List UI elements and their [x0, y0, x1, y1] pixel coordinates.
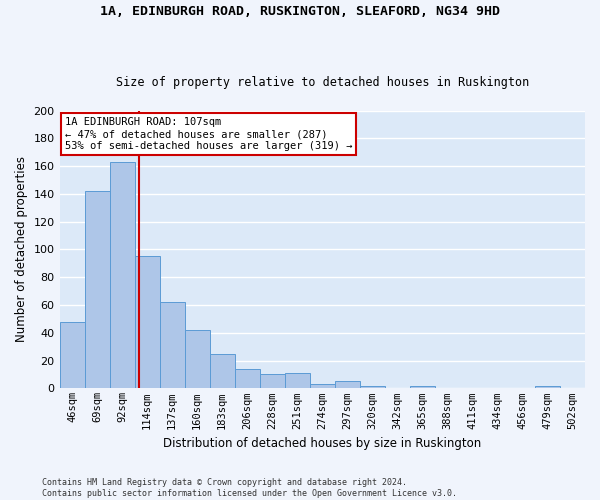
Bar — [185, 330, 209, 388]
Bar — [535, 386, 560, 388]
Bar — [134, 256, 160, 388]
Bar — [260, 374, 285, 388]
Bar — [285, 373, 310, 388]
X-axis label: Distribution of detached houses by size in Ruskington: Distribution of detached houses by size … — [163, 437, 481, 450]
Bar — [59, 322, 85, 388]
Bar — [160, 302, 185, 388]
Text: Contains HM Land Registry data © Crown copyright and database right 2024.
Contai: Contains HM Land Registry data © Crown c… — [42, 478, 457, 498]
Text: 1A, EDINBURGH ROAD, RUSKINGTON, SLEAFORD, NG34 9HD: 1A, EDINBURGH ROAD, RUSKINGTON, SLEAFORD… — [100, 5, 500, 18]
Bar — [85, 191, 110, 388]
Title: Size of property relative to detached houses in Ruskington: Size of property relative to detached ho… — [116, 76, 529, 88]
Bar — [410, 386, 435, 388]
Y-axis label: Number of detached properties: Number of detached properties — [15, 156, 28, 342]
Bar — [110, 162, 134, 388]
Bar — [310, 384, 335, 388]
Text: 1A EDINBURGH ROAD: 107sqm
← 47% of detached houses are smaller (287)
53% of semi: 1A EDINBURGH ROAD: 107sqm ← 47% of detac… — [65, 118, 352, 150]
Bar — [209, 354, 235, 388]
Bar — [360, 386, 385, 388]
Bar — [335, 382, 360, 388]
Bar — [235, 369, 260, 388]
